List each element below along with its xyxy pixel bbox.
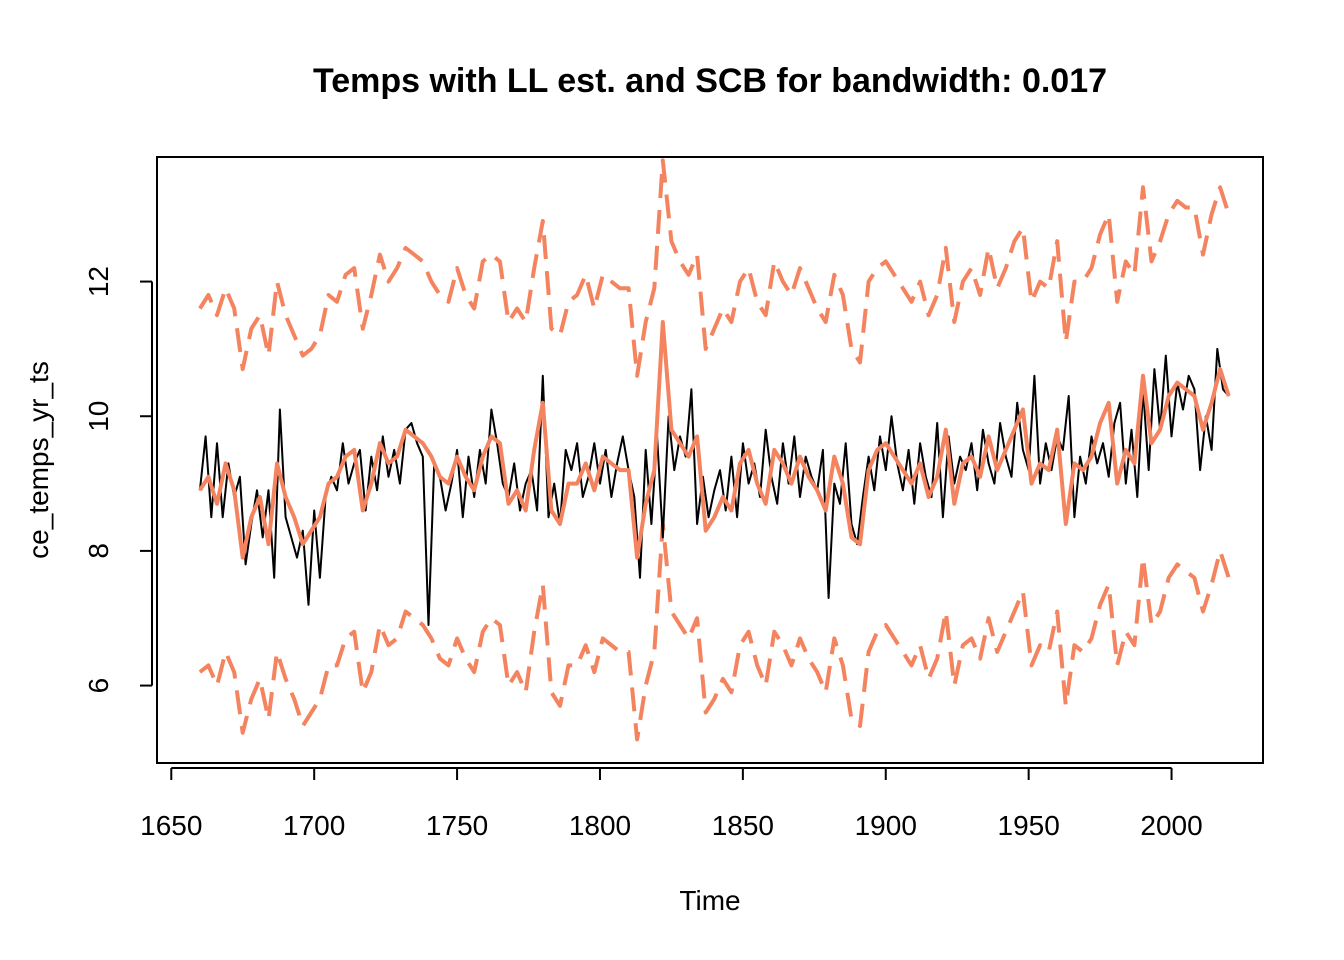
x-tick-label: 2000 (1140, 810, 1202, 841)
y-tick-label: 8 (83, 543, 114, 559)
y-tick-label: 6 (83, 678, 114, 694)
y-axis-label: ce_temps_yr_ts (23, 361, 54, 559)
plot-frame (156, 156, 1264, 764)
y-tick-label: 12 (83, 266, 114, 297)
series-line-estimate (198, 320, 1231, 560)
series-line-band-lower (198, 522, 1231, 742)
y-tick-label: 10 (83, 401, 114, 432)
x-tick-label: 1750 (426, 810, 488, 841)
x-tick-label: 1800 (569, 810, 631, 841)
x-axis: 1650 1700 1750 1800 1850 1900 1950 2000 (140, 767, 1203, 841)
y-axis: 6 8 10 12 (83, 266, 153, 694)
x-tick-label: 1950 (998, 810, 1060, 841)
x-tick-label: 1850 (712, 810, 774, 841)
x-axis-label: Time (679, 885, 740, 916)
x-tick-label: 1650 (140, 810, 202, 841)
x-tick-label: 1700 (283, 810, 345, 841)
x-tick-label: 1900 (855, 810, 917, 841)
series-line-band-upper (198, 158, 1231, 378)
series-layer (198, 158, 1231, 742)
chart-title: Temps with LL est. and SCB for bandwidth… (313, 62, 1107, 100)
series-line-observed (198, 347, 1230, 626)
